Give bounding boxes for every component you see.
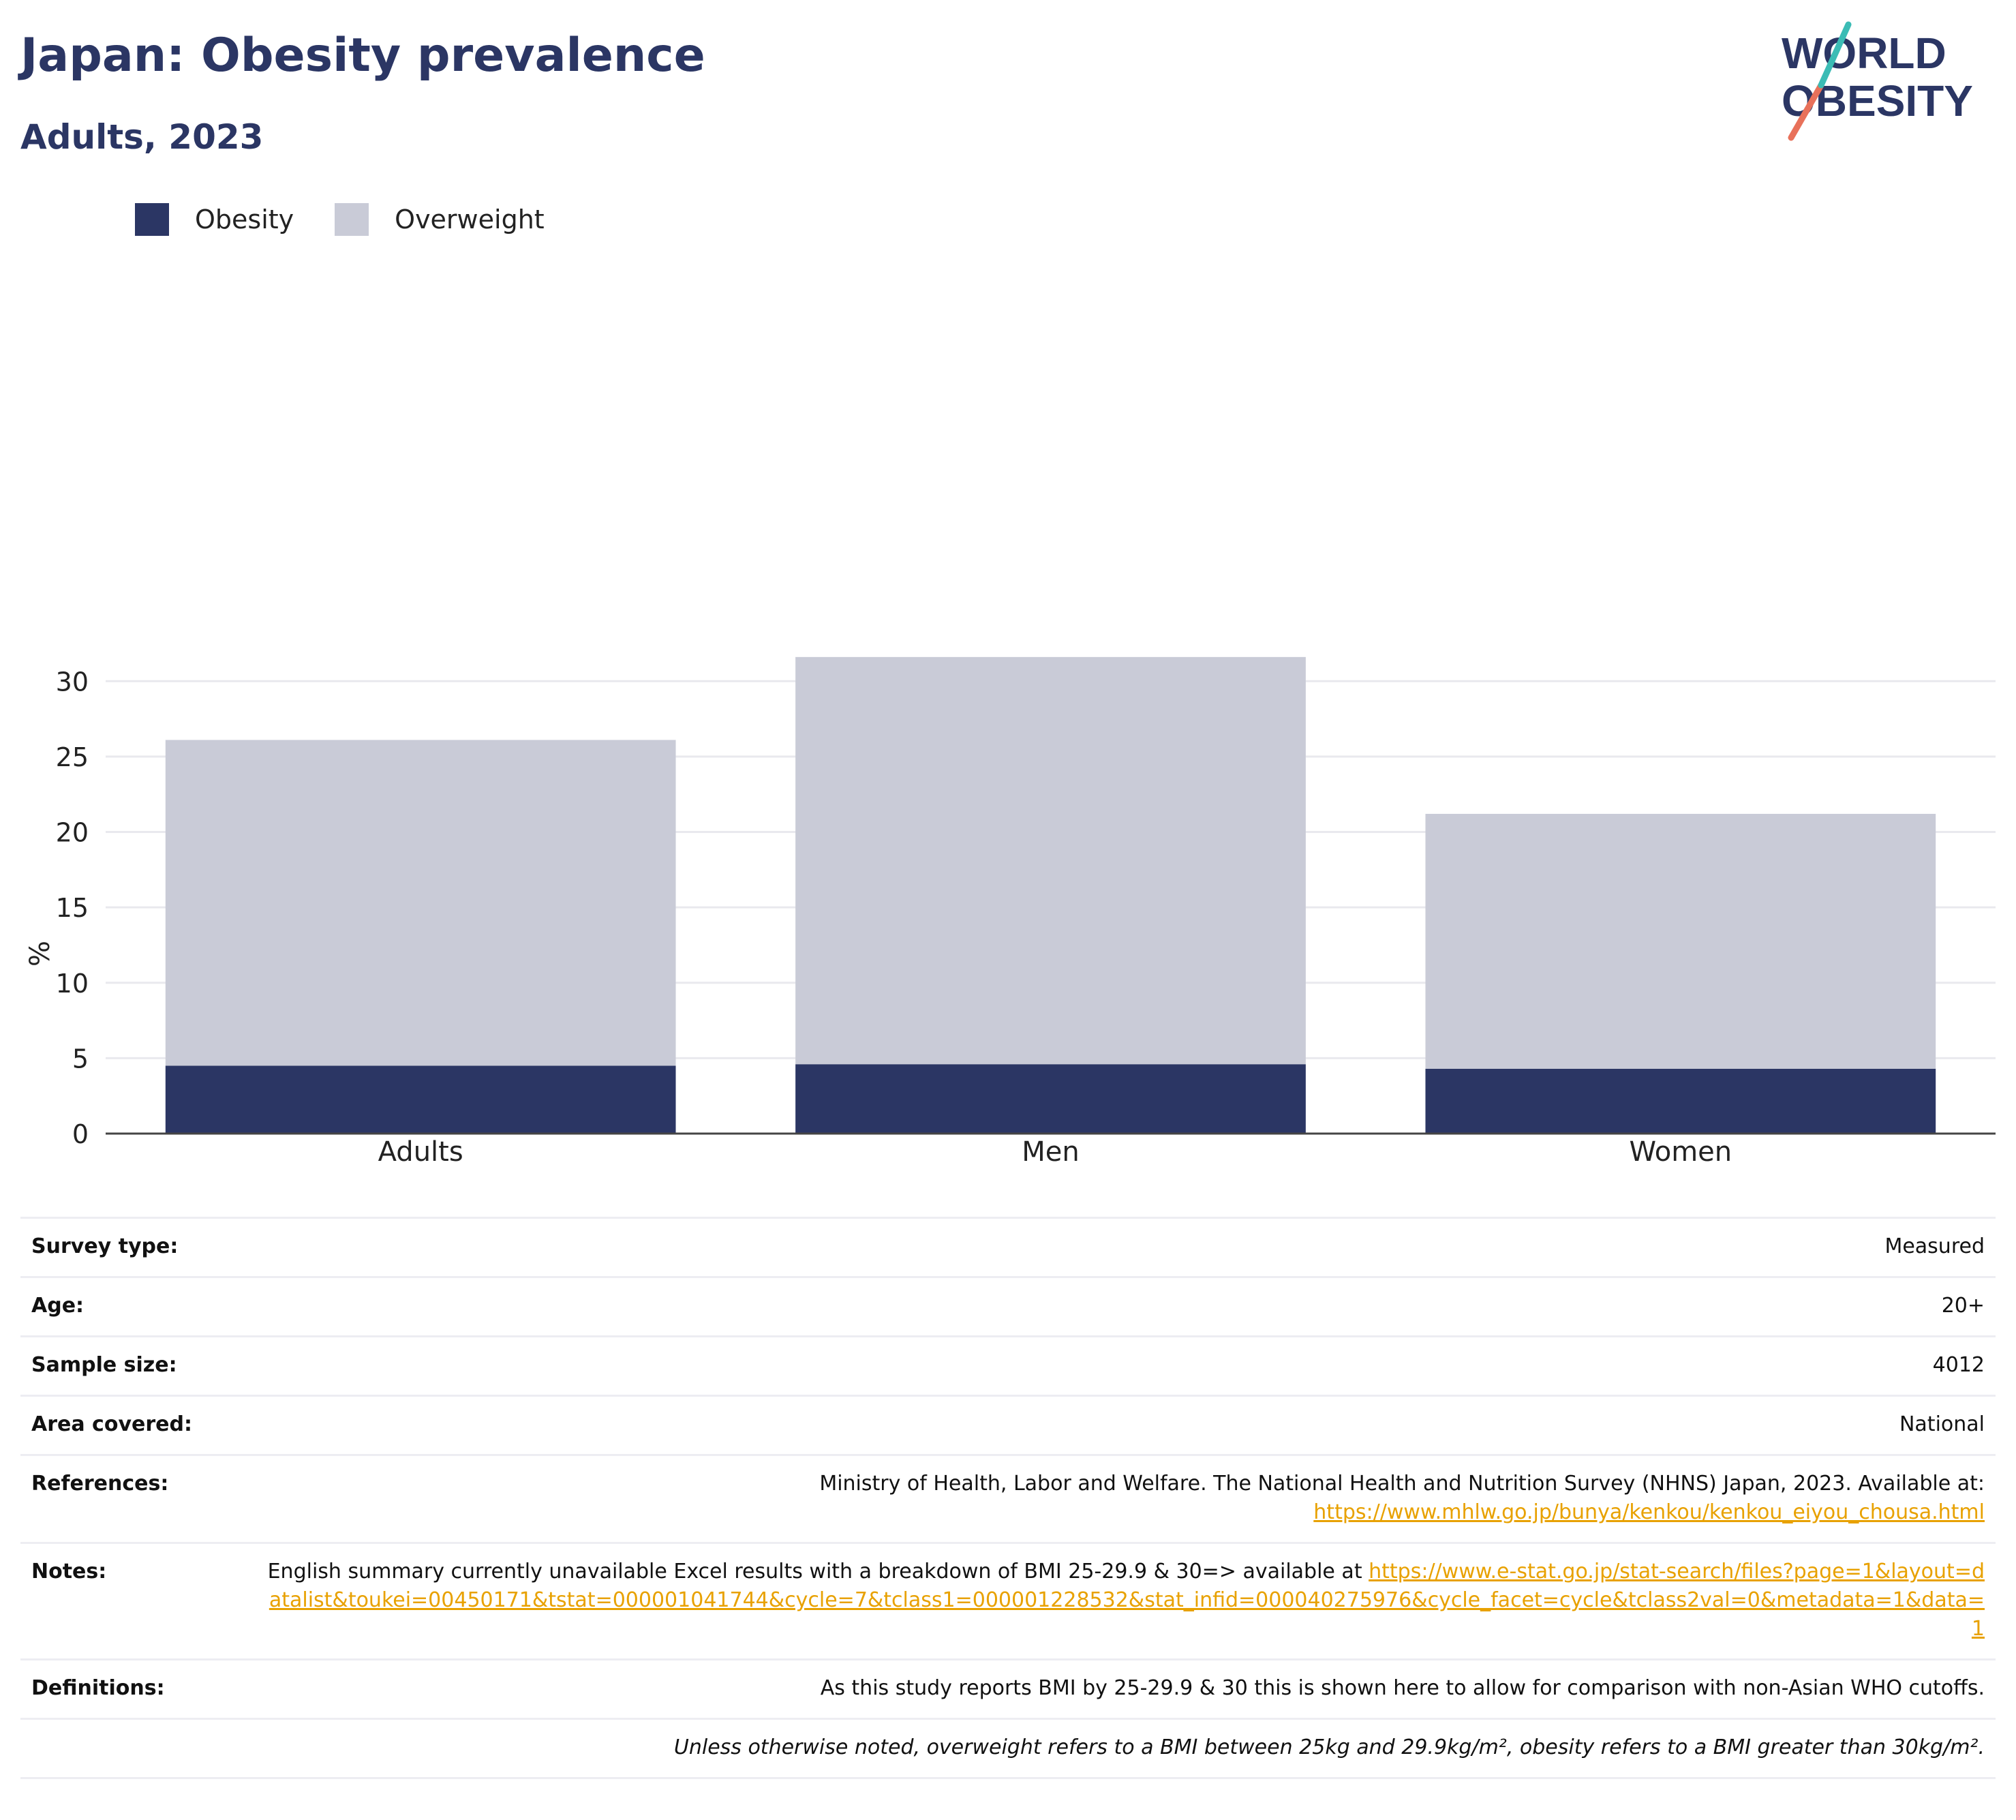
info-label: References:: [20, 1454, 247, 1543]
info-label: Area covered:: [20, 1395, 247, 1455]
info-value: National: [247, 1395, 1996, 1455]
footnote: Unless otherwise noted, overweight refer…: [20, 1718, 1996, 1779]
info-label: Age:: [20, 1276, 247, 1337]
info-table: Survey type: Measured Age: 20+ Sample size: 4…: [20, 1217, 1996, 1779]
y-tick-label: 10: [56, 969, 89, 999]
y-tick-label: 20: [56, 818, 89, 848]
info-value: As this study reports BMI by 25-29.9 & 3…: [247, 1658, 1996, 1719]
info-value: Measured: [247, 1217, 1996, 1277]
logo-slash-upper: [1818, 21, 1852, 89]
reference-link[interactable]: https://www.mhlw.go.jp/bunya/kenkou/kenk…: [1313, 1500, 1985, 1524]
info-row: Age: 20+: [20, 1276, 1996, 1337]
info-value-text: As this study reports BMI by 25-29.9 & 3…: [820, 1676, 1985, 1700]
logo-word-1: WORLD: [1782, 29, 1946, 78]
y-tick-label: 30: [56, 667, 89, 697]
y-tick-label: 15: [56, 893, 89, 923]
bar-obesity-adults: [165, 1065, 676, 1134]
world-obesity-logo: WORLD OBESITY: [1782, 21, 1973, 141]
legend-item-obesity[interactable]: Obesity: [135, 203, 294, 236]
info-value-text: English summary currently unavailable Ex…: [267, 1560, 1362, 1583]
bar-chart: 0 5 10 15 20 25 30% Adults Men Women: [25, 656, 1996, 1168]
info-row: Definitions: As this study reports BMI by…: [20, 1658, 1996, 1719]
legend-swatch-overweight: [335, 203, 369, 236]
logo-slash-lower: [1788, 82, 1824, 141]
legend-swatch-obesity: [135, 203, 169, 236]
legend-label-overweight: Overweight: [395, 204, 545, 234]
bar-overweight-men: [795, 656, 1306, 1065]
chart-legend: Obesity Overweight: [135, 203, 545, 236]
page-subtitle: Adults, 2023: [20, 117, 264, 157]
y-tick-label: 5: [72, 1044, 89, 1074]
info-value: Ministry of Health, Labor and Welfare. T…: [247, 1454, 1996, 1543]
x-tick-label: Adults: [378, 1136, 463, 1168]
info-label: Sample size:: [20, 1335, 247, 1396]
info-row: Sample size: 4012: [20, 1335, 1996, 1396]
info-row: References: Ministry of Health, Labor and…: [20, 1454, 1996, 1543]
page-title: Japan: Obesity prevalence: [20, 29, 705, 82]
info-label: Survey type:: [20, 1217, 247, 1277]
bar-overweight-women: [1425, 813, 1936, 1069]
bar-overweight-adults: [165, 740, 676, 1066]
info-row: Area covered: National: [20, 1395, 1996, 1455]
x-tick-label: Men: [1022, 1136, 1079, 1168]
info-value-text: 4012: [1932, 1353, 1985, 1377]
legend-label-obesity: Obesity: [195, 204, 294, 234]
y-tick-label: 25: [56, 742, 89, 772]
info-value-text: Measured: [1884, 1234, 1985, 1258]
footnote-row: Unless otherwise noted, overweight refer…: [20, 1718, 1996, 1779]
y-axis-label: %: [25, 941, 56, 967]
info-row: Survey type: Measured: [20, 1217, 1996, 1277]
info-value: 20+: [247, 1276, 1996, 1337]
info-value-text: National: [1899, 1412, 1985, 1436]
bar-obesity-women: [1425, 1068, 1936, 1134]
info-label: Definitions:: [20, 1658, 247, 1719]
legend-item-overweight[interactable]: Overweight: [335, 203, 545, 236]
info-row: Notes: English summary currently unavaila…: [20, 1542, 1996, 1660]
info-value-text: Ministry of Health, Labor and Welfare. T…: [819, 1472, 1985, 1496]
info-value: English summary currently unavailable Ex…: [247, 1542, 1996, 1660]
info-value-text: 20+: [1941, 1294, 1985, 1318]
info-label: Notes:: [20, 1542, 247, 1660]
bar-obesity-men: [795, 1064, 1306, 1134]
y-tick-label: 0: [72, 1119, 89, 1149]
x-tick-label: Women: [1630, 1136, 1732, 1168]
info-value: 4012: [247, 1335, 1996, 1396]
reference-link[interactable]: https://www.e-stat.go.jp/stat-search/fil…: [269, 1560, 1985, 1641]
